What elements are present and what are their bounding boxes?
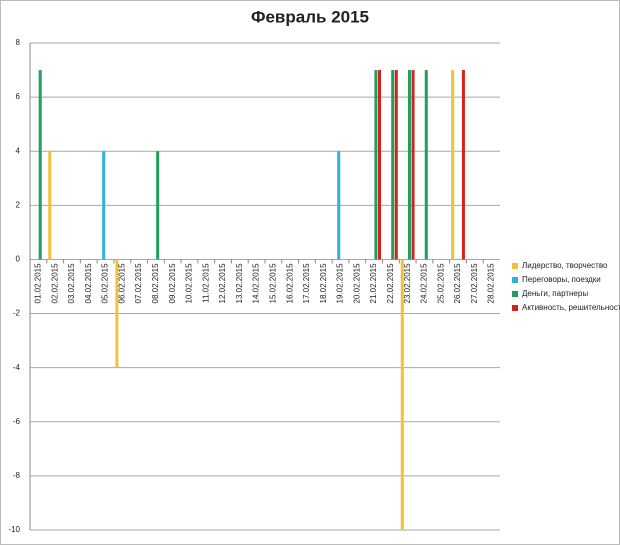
x-tick-label: 08.02.2015 bbox=[151, 263, 160, 304]
x-tick-label: 03.02.2015 bbox=[67, 263, 76, 304]
x-tick-label: 17.02.2015 bbox=[302, 263, 311, 304]
bar bbox=[391, 70, 395, 260]
y-tick-label: -2 bbox=[13, 309, 21, 318]
bar bbox=[48, 151, 52, 260]
x-tick-label: 09.02.2015 bbox=[168, 263, 177, 304]
x-tick-label: 28.02.2015 bbox=[487, 263, 496, 304]
bar bbox=[411, 70, 415, 260]
y-tick-label: -4 bbox=[13, 363, 21, 372]
y-tick-label: -8 bbox=[13, 471, 21, 480]
legend-swatch bbox=[512, 277, 518, 283]
legend-swatch bbox=[512, 305, 518, 311]
bar bbox=[394, 70, 398, 260]
x-tick-label: 19.02.2015 bbox=[336, 263, 345, 304]
x-tick-label: 12.02.2015 bbox=[218, 263, 227, 304]
y-tick-label: -10 bbox=[8, 525, 20, 534]
x-tick-label: 13.02.2015 bbox=[235, 263, 244, 304]
legend-swatch bbox=[512, 263, 518, 269]
x-tick-label: 06.02.2015 bbox=[117, 263, 126, 304]
legend-label: Лидерство, творчество bbox=[522, 261, 608, 270]
chart-title: Февраль 2015 bbox=[251, 7, 369, 26]
y-tick-label: 6 bbox=[16, 92, 21, 101]
x-tick-label: 01.02.2015 bbox=[34, 263, 43, 304]
bar bbox=[115, 259, 119, 368]
y-tick-label: -6 bbox=[13, 417, 21, 426]
y-tick-label: 0 bbox=[16, 255, 21, 264]
x-tick-label: 23.02.2015 bbox=[403, 263, 412, 304]
y-tick-label: 4 bbox=[16, 146, 21, 155]
bar bbox=[337, 151, 341, 260]
x-tick-label: 07.02.2015 bbox=[134, 263, 143, 304]
x-tick-label: 26.02.2015 bbox=[453, 263, 462, 304]
bar bbox=[400, 259, 404, 530]
bar bbox=[378, 70, 382, 260]
legend-swatch bbox=[512, 291, 518, 297]
x-tick-label: 02.02.2015 bbox=[50, 263, 59, 304]
x-tick-label: 04.02.2015 bbox=[84, 263, 93, 304]
legend-label: Переговоры, поездки bbox=[522, 275, 601, 284]
x-tick-label: 22.02.2015 bbox=[386, 263, 395, 304]
legend-label: Деньги, партнеры bbox=[522, 289, 588, 298]
bar bbox=[156, 151, 160, 260]
x-tick-label: 05.02.2015 bbox=[101, 263, 110, 304]
bar bbox=[407, 70, 411, 260]
x-tick-label: 11.02.2015 bbox=[201, 263, 210, 303]
bar bbox=[374, 70, 378, 260]
x-tick-label: 27.02.2015 bbox=[470, 263, 479, 304]
x-tick-label: 10.02.2015 bbox=[185, 263, 194, 304]
bar bbox=[461, 70, 465, 260]
x-tick-label: 15.02.2015 bbox=[269, 263, 278, 304]
bar bbox=[38, 70, 42, 260]
bar bbox=[424, 70, 428, 260]
x-tick-label: 24.02.2015 bbox=[420, 263, 429, 304]
x-tick-label: 20.02.2015 bbox=[352, 263, 361, 304]
x-tick-label: 25.02.2015 bbox=[436, 263, 445, 304]
legend-label: Активность, решительность bbox=[522, 303, 620, 312]
bar bbox=[451, 70, 455, 260]
y-tick-label: 2 bbox=[16, 200, 21, 209]
x-tick-label: 21.02.2015 bbox=[369, 263, 378, 304]
x-tick-label: 18.02.2015 bbox=[319, 263, 328, 304]
x-tick-label: 14.02.2015 bbox=[252, 263, 261, 304]
x-tick-label: 16.02.2015 bbox=[285, 263, 294, 304]
y-tick-label: 8 bbox=[16, 38, 21, 47]
bar bbox=[102, 151, 106, 260]
